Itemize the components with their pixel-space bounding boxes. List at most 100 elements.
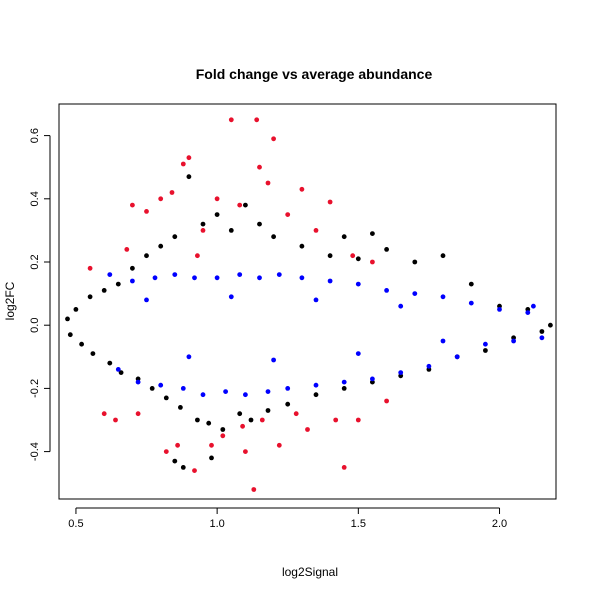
point-series-2 [87,117,389,492]
data-point [440,294,446,300]
data-point [195,417,200,423]
data-point [525,310,531,315]
data-point [341,465,347,470]
data-point [158,196,164,202]
data-point [200,221,206,227]
data-point [243,392,248,398]
points-layer [65,117,553,492]
data-point [130,278,135,284]
data-point [195,253,200,259]
data-point [175,442,181,448]
data-point [214,196,220,202]
data-point [511,338,516,344]
data-point [285,212,291,218]
data-point [107,272,113,277]
data-point [454,354,460,360]
data-point [152,275,158,281]
data-point [240,423,246,429]
data-point [313,382,319,388]
data-point [350,253,356,259]
data-point [101,411,107,417]
data-point [200,228,206,233]
data-point [115,281,121,287]
data-point [254,117,260,123]
data-point [223,389,229,394]
data-point [130,202,135,208]
data-point [370,231,375,237]
data-point [259,417,265,423]
data-point [200,392,206,398]
data-point [169,190,175,195]
data-point [271,357,276,363]
data-point [87,294,93,300]
data-point [65,316,70,322]
data-point [158,243,164,249]
data-point [384,247,389,252]
data-point [327,199,333,205]
data-point [539,335,545,341]
data-point [172,234,178,240]
data-point [118,370,124,375]
data-point [163,449,169,454]
x-axis-label: log2Signal [282,565,338,579]
data-point [186,174,192,180]
plot-frame [58,103,557,500]
data-point [73,307,79,312]
data-point [370,259,375,265]
data-point [144,209,149,214]
data-point [384,288,389,293]
data-point [158,382,164,388]
data-point [101,288,107,293]
data-point [468,300,474,306]
data-point [192,468,197,473]
data-point [172,458,178,464]
data-point [163,395,169,401]
data-point [180,161,186,167]
data-point [341,379,347,385]
data-point [90,351,96,356]
data-point [149,386,155,391]
data-point [257,221,262,227]
data-point [384,398,389,404]
data-point [180,386,186,391]
data-point [180,465,186,470]
data-point [206,420,212,426]
data-point [220,433,226,439]
data-point [113,417,118,423]
chart-title: Fold change vs average abundance [196,66,433,82]
x-tick-label: 0.5 [68,518,83,530]
data-point [483,348,488,353]
data-point [107,360,113,366]
data-point [209,455,214,461]
data-point [497,307,502,312]
data-point [412,259,418,265]
data-point [341,386,347,391]
data-point [271,234,276,240]
data-point [327,253,333,259]
data-point [178,405,183,410]
data-point [313,228,319,233]
data-point [539,329,545,334]
data-point [228,294,234,300]
point-series-1 [107,272,545,398]
y-axis-label: log2FC [3,281,17,320]
y-tick-label: -0.2 [29,379,41,398]
data-point [299,186,305,192]
data-point [257,275,262,281]
data-point [398,370,404,375]
y-tick-label: -0.4 [29,442,41,461]
data-point [257,164,262,170]
data-point [186,155,192,161]
data-point [265,408,271,413]
data-point [265,180,271,186]
data-point [483,341,488,347]
y-tick-label: 0.6 [29,128,41,143]
data-point [305,427,310,432]
data-point [115,367,121,372]
data-point [313,392,319,398]
data-point [214,275,220,281]
data-point [79,341,84,347]
data-point [341,234,347,240]
data-point [135,411,141,417]
